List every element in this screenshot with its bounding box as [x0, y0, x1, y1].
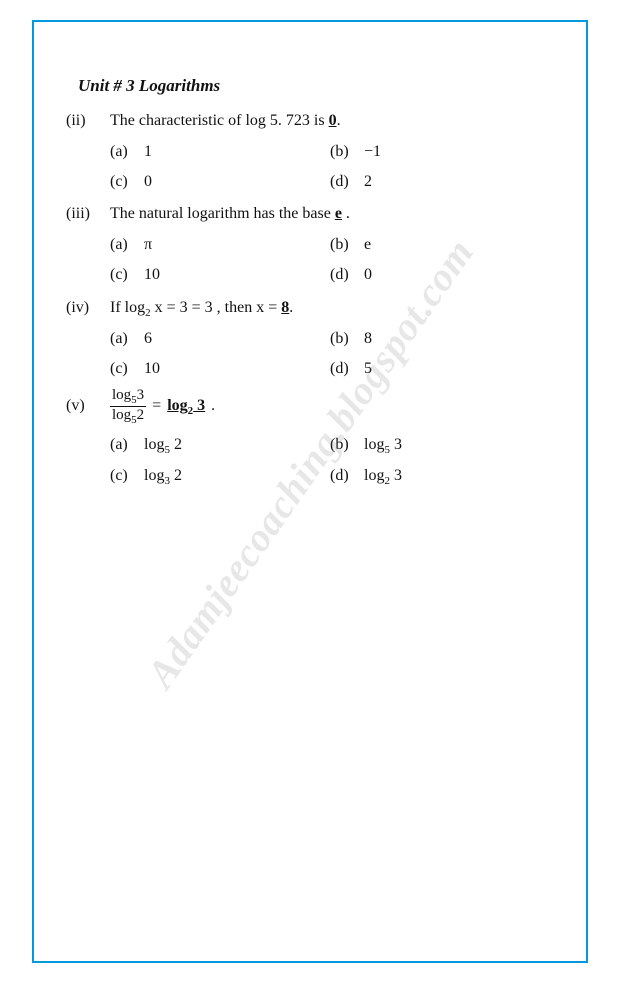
- fraction: log53 log52: [110, 387, 146, 426]
- question-iii: (iii) The natural logarithm has the base…: [66, 199, 554, 229]
- question-number: (iv): [66, 293, 110, 324]
- option: (c)log3 2: [110, 461, 330, 492]
- question-text: The natural logarithm has the base e .: [110, 199, 554, 229]
- option: (c)10: [110, 354, 330, 384]
- option: (a)1: [110, 137, 330, 167]
- options-iv: (a)6 (b)8 (c)10 (d)5: [110, 324, 554, 385]
- option: (c)10: [110, 260, 330, 290]
- option: (b)e: [330, 230, 490, 260]
- option: (d)2: [330, 167, 490, 197]
- question-text: If log2 x = 3 = 3 , then x = 8.: [110, 293, 554, 324]
- question-text: log53 log52 = log2 3.: [110, 387, 554, 426]
- question-ii: (ii) The characteristic of log 5. 723 is…: [66, 106, 554, 136]
- question-number: (iii): [66, 199, 110, 229]
- option: (b)8: [330, 324, 490, 354]
- option: (d)5: [330, 354, 490, 384]
- options-v: (a)log5 2 (b)log5 3 (c)log3 2 (d)log2 3: [110, 430, 554, 492]
- option: (a)π: [110, 230, 330, 260]
- document-content: Unit # 3 Logarithms (ii) The characteris…: [66, 70, 554, 492]
- option: (a)log5 2: [110, 430, 330, 461]
- unit-title: Unit # 3 Logarithms: [78, 70, 554, 102]
- page-frame: Adamjeecoaching.blogspot.com Unit # 3 Lo…: [32, 20, 588, 963]
- answer: log2 3: [167, 391, 205, 422]
- option: (a)6: [110, 324, 330, 354]
- option: (d)log2 3: [330, 461, 490, 492]
- question-text: The characteristic of log 5. 723 is 0.: [110, 106, 554, 136]
- options-ii: (a)1 (b)−1 (c)0 (d)2: [110, 137, 554, 198]
- question-number: (v): [66, 391, 110, 421]
- question-iv: (iv) If log2 x = 3 = 3 , then x = 8.: [66, 293, 554, 324]
- option: (b)−1: [330, 137, 490, 167]
- options-iii: (a)π (b)e (c)10 (d)0: [110, 230, 554, 291]
- option: (b)log5 3: [330, 430, 490, 461]
- option: (d)0: [330, 260, 490, 290]
- question-number: (ii): [66, 106, 110, 136]
- question-v: (v) log53 log52 = log2 3.: [66, 387, 554, 426]
- option: (c)0: [110, 167, 330, 197]
